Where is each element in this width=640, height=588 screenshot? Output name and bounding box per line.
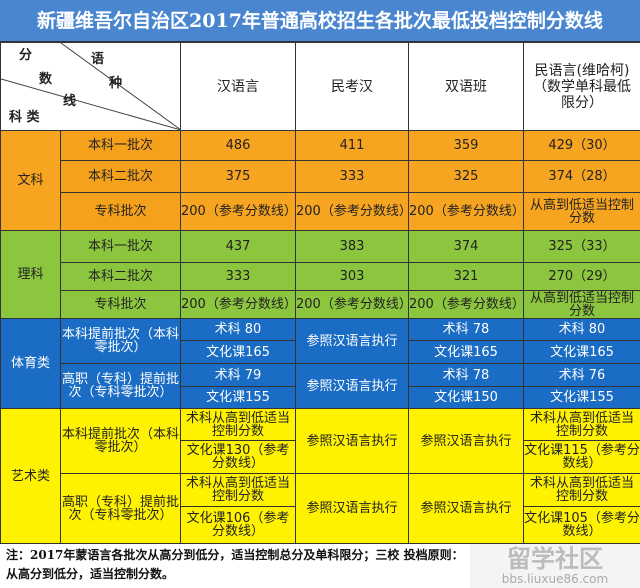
score-cell: 参照汉语言执行 — [296, 474, 409, 544]
batch-label: 本科二批次 — [61, 161, 181, 193]
diag-label: 数 — [39, 73, 52, 87]
score-cell: 从高到低适当控制分数 — [524, 193, 640, 231]
score-cell: 文化课165 — [181, 341, 296, 364]
score-cell: 文化课155 — [181, 387, 296, 409]
footnote: 注：2017年蒙语言各批次从高分到低分，适当控制总分及单科限分；三校 投档原则：… — [0, 544, 470, 588]
score-cell: 437 — [181, 231, 296, 263]
score-cell: 文化课165 — [409, 341, 524, 364]
score-cell: 429（30） — [524, 131, 640, 161]
score-cell: 参照汉语言执行 — [296, 319, 409, 364]
score-cell: 333 — [181, 263, 296, 291]
score-cell: 325（33） — [524, 231, 640, 263]
score-cell: 383 — [296, 231, 409, 263]
batch-label: 本科二批次 — [61, 263, 181, 291]
score-cell: 参照汉语言执行 — [409, 409, 524, 474]
batch-label: 本科一批次 — [61, 231, 181, 263]
score-cell: 术科从高到低适当控制分数 — [181, 409, 296, 441]
score-cell: 200（参考分数线） — [181, 291, 296, 319]
score-cell: 374 — [409, 231, 524, 263]
score-cell: 375 — [181, 161, 296, 193]
score-cell: 200（参考分数线） — [181, 193, 296, 231]
score-cell: 术科 76 — [524, 364, 640, 387]
batch-label: 专科批次 — [61, 291, 181, 319]
score-cell: 术科 78 — [409, 364, 524, 387]
score-cell: 325 — [409, 161, 524, 193]
score-cell: 术科从高到低适当控制分数 — [524, 409, 640, 441]
diagonal-header-cell: 分 数 线 语 种 科 类 — [1, 43, 181, 131]
score-cell: 从高到低适当控制分数 — [524, 291, 640, 319]
score-cell: 术科 80 — [181, 319, 296, 341]
score-cell: 359 — [409, 131, 524, 161]
score-cell: 术科从高到低适当控制分数 — [181, 474, 296, 507]
score-cell: 参照汉语言执行 — [409, 474, 524, 544]
batch-label: 本科提前批次（本科零批次） — [61, 319, 181, 364]
watermark-logo: 留学社区 — [507, 546, 603, 572]
table-row: 艺术类本科提前批次（本科零批次）术科从高到低适当控制分数参照汉语言执行参照汉语言… — [1, 409, 640, 441]
batch-label: 本科提前批次（本科零批次） — [61, 409, 181, 474]
score-cell: 术科 80 — [524, 319, 640, 341]
score-cell: 术科 78 — [409, 319, 524, 341]
score-cell: 文化课105（参考分数线） — [524, 507, 640, 544]
score-cell: 374（28） — [524, 161, 640, 193]
page-title: 新疆维吾尔自治区2017年普通高校招生各批次最低投档控制分数线 — [0, 0, 640, 42]
score-cell: 术科 79 — [181, 364, 296, 387]
score-cell: 文化课155 — [524, 387, 640, 409]
score-cell: 303 — [296, 263, 409, 291]
score-cell: 200（参考分数线） — [296, 291, 409, 319]
diag-label: 分 — [19, 49, 32, 63]
score-cell: 文化课165 — [524, 341, 640, 364]
score-cell: 文化课115（参考分数线） — [524, 441, 640, 474]
header-row: 分 数 线 语 种 科 类 汉语言 民考汉 双语班 民语言(维哈柯)（数学单科最… — [1, 43, 640, 131]
batch-label: 高职（专科）提前批次（专科零批次） — [61, 474, 181, 544]
score-cell: 200（参考分数线） — [296, 193, 409, 231]
batch-label: 专科批次 — [61, 193, 181, 231]
batch-label: 本科一批次 — [61, 131, 181, 161]
score-cell: 参照汉语言执行 — [296, 364, 409, 409]
score-cell: 411 — [296, 131, 409, 161]
table-row: 高职（专科）提前批次（专科零批次）术科从高到低适当控制分数参照汉语言执行参照汉语… — [1, 474, 640, 507]
column-header: 民语言(维哈柯)（数学单科最低限分） — [524, 43, 640, 131]
score-cell: 486 — [181, 131, 296, 161]
watermark: 留学社区 bbs.liuxue86.com — [470, 544, 640, 588]
score-cell: 333 — [296, 161, 409, 193]
score-cell: 200（参考分数线） — [409, 291, 524, 319]
score-cell: 321 — [409, 263, 524, 291]
score-cell: 文化课130（参考分数线） — [181, 441, 296, 474]
watermark-url: bbs.liuxue86.com — [502, 572, 608, 587]
diag-label: 语 — [91, 53, 104, 67]
category-label: 理科 — [1, 231, 61, 319]
category-label: 艺术类 — [1, 409, 61, 544]
score-cell: 文化课150 — [409, 387, 524, 409]
score-table: 分 数 线 语 种 科 类 汉语言 民考汉 双语班 民语言(维哈柯)（数学单科最… — [0, 42, 640, 544]
diag-label: 线 — [63, 95, 76, 109]
column-header: 双语班 — [409, 43, 524, 131]
score-cell: 270（29） — [524, 263, 640, 291]
diag-label: 种 — [109, 77, 122, 91]
score-cell: 参照汉语言执行 — [296, 409, 409, 474]
category-label: 体育类 — [1, 319, 61, 409]
batch-label: 高职（专科）提前批次（专科零批次） — [61, 364, 181, 409]
score-cell: 术科从高到低适当控制分数 — [524, 474, 640, 507]
column-header: 民考汉 — [296, 43, 409, 131]
category-label: 文科 — [1, 131, 61, 231]
score-cell: 文化课106（参考分数线） — [181, 507, 296, 544]
score-cell: 200（参考分数线） — [409, 193, 524, 231]
column-header: 汉语言 — [181, 43, 296, 131]
diag-label: 科 类 — [9, 111, 40, 125]
footer: 注：2017年蒙语言各批次从高分到低分，适当控制总分及单科限分；三校 投档原则：… — [0, 544, 640, 588]
